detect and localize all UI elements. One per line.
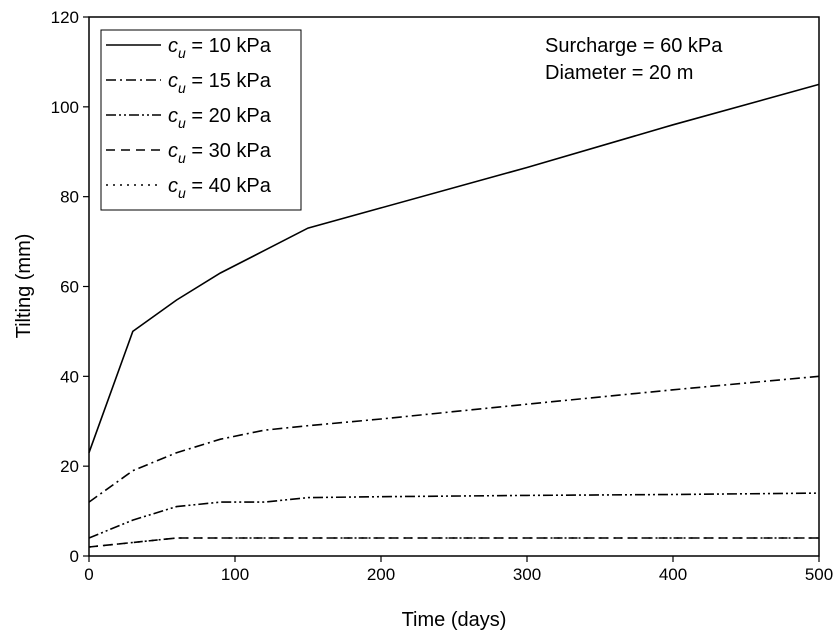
x-tick-label: 100	[221, 565, 249, 584]
series-line-2	[88, 375, 820, 503]
legend-value: = 40 kPa	[186, 175, 272, 197]
legend-label-4: cu = 30 kPa	[168, 140, 272, 166]
legend-subscript: u	[178, 80, 186, 96]
legend-value: = 30 kPa	[186, 140, 272, 162]
series-line-5	[88, 537, 819, 548]
legend-symbol: c	[168, 105, 178, 127]
y-tick-label: 80	[60, 188, 79, 207]
x-tick-label: 200	[367, 565, 395, 584]
y-tick-label: 120	[51, 8, 79, 27]
legend-value: = 15 kPa	[186, 70, 272, 92]
y-tick-label: 20	[60, 457, 79, 476]
annotation-surcharge: Surcharge = 60 kPa	[545, 35, 723, 57]
legend-box	[100, 29, 302, 211]
series-line-4	[88, 537, 819, 548]
legend-label-1: cu = 10 kPa	[168, 35, 272, 61]
y-tick-label: 40	[60, 367, 79, 386]
x-tick-label: 400	[659, 565, 687, 584]
legend-value: = 10 kPa	[186, 35, 272, 57]
annotation-diameter: Diameter = 20 m	[545, 62, 693, 84]
plot-frame	[88, 16, 820, 557]
y-axis-label: Tilting (mm)	[13, 234, 35, 339]
axis-ticks: 0 100 200 300 400 500 0 20 40 60 80 100 120	[51, 8, 834, 584]
x-axis-label: Time (days)	[402, 609, 507, 631]
x-tick-label: 300	[513, 565, 541, 584]
x-tick-label: 500	[805, 565, 833, 584]
legend-subscript: u	[178, 150, 186, 166]
y-tick-label: 100	[51, 98, 79, 117]
legend-symbol: c	[168, 70, 178, 92]
legend-symbol: c	[168, 35, 178, 57]
legend-symbol: c	[168, 140, 178, 162]
legend-symbol: c	[168, 175, 178, 197]
series-line-1	[88, 83, 820, 453]
legend-subscript: u	[178, 45, 186, 61]
legend-subscript: u	[178, 185, 186, 201]
series-lines	[88, 83, 820, 548]
legend-label-2: cu = 15 kPa	[168, 70, 272, 96]
y-tick-label: 0	[70, 547, 79, 566]
legend-subscript: u	[178, 115, 186, 131]
x-tick-label: 0	[84, 565, 93, 584]
legend-value: = 20 kPa	[186, 105, 272, 127]
y-tick-label: 60	[60, 278, 79, 297]
series-line-3	[88, 492, 820, 539]
legend-label-5: cu = 40 kPa	[168, 175, 272, 201]
legend-label-3: cu = 20 kPa	[168, 105, 272, 131]
